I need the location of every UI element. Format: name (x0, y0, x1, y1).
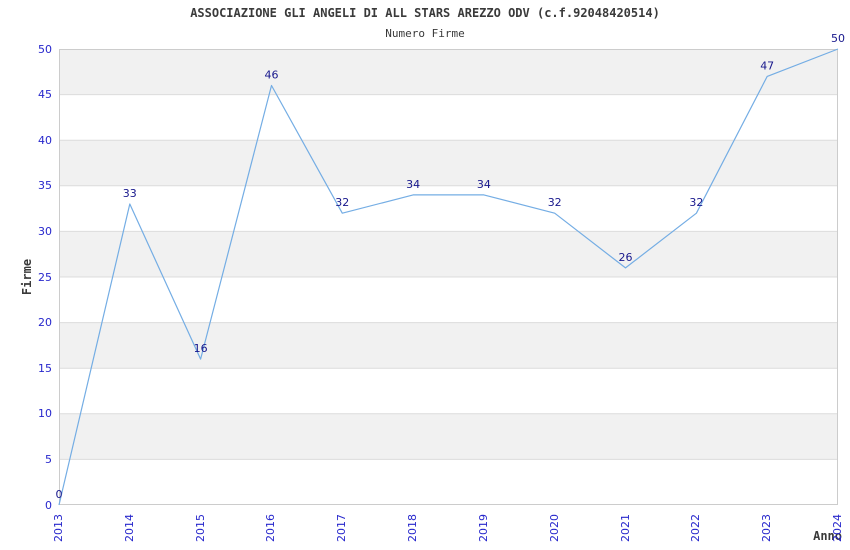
y-tick-label: 0 (45, 498, 52, 512)
y-tick-label: 45 (38, 88, 52, 102)
alternating-band (59, 413, 838, 460)
x-tick-label: 2022 (689, 514, 703, 542)
point-label: 46 (265, 69, 279, 82)
alternating-band (59, 49, 838, 95)
y-tick-label: 50 (38, 42, 52, 56)
y-tick-label: 15 (38, 361, 52, 375)
point-label: 32 (335, 196, 349, 209)
point-label: 16 (194, 342, 208, 355)
x-axis-label: Anno (813, 529, 842, 543)
point-label: 32 (689, 196, 703, 209)
alternating-band (59, 185, 838, 232)
point-label: 0 (56, 488, 63, 501)
y-tick-label: 35 (38, 179, 52, 193)
line-chart-canvas: 0 33 16 46 32 34 34 32 26 32 47 50 (56, 32, 845, 506)
alternating-band (59, 231, 838, 277)
alternating-band (59, 140, 838, 186)
series-line (58, 48, 839, 506)
x-tick-label: 2024 (831, 514, 844, 542)
x-tick-label: 2023 (760, 514, 774, 542)
y-tick-label: 5 (45, 452, 52, 466)
point-label: 34 (406, 178, 420, 191)
y-tick-label: 25 (38, 270, 52, 284)
point-label: 26 (619, 251, 633, 264)
alternating-band (59, 322, 838, 369)
x-tick-label: 2020 (547, 514, 561, 542)
alternating-band (59, 459, 838, 505)
x-tick-label: 2013 (52, 514, 65, 542)
x-tick-label: 2015 (193, 514, 207, 542)
chart-subtitle: Numero Firme (385, 27, 465, 40)
y-tick-label: 10 (38, 407, 52, 421)
x-tick-label: 2017 (335, 514, 349, 542)
point-label: 33 (123, 187, 137, 200)
point-label: 50 (831, 32, 845, 45)
point-label: 34 (477, 178, 491, 191)
y-tick-label: 20 (38, 316, 52, 330)
alternating-band (59, 277, 838, 323)
y-tick-label: 40 (38, 133, 52, 147)
x-tick-label: 2016 (264, 514, 278, 542)
x-tick-label: 2014 (122, 514, 136, 542)
point-label: 32 (548, 196, 562, 209)
x-tick-label: 2019 (476, 514, 490, 542)
x-tick-label: 2018 (406, 514, 420, 542)
plot-border (59, 49, 838, 505)
alternating-band (59, 94, 838, 141)
plot-area: 0 33 16 46 32 34 34 32 26 32 47 50 (56, 32, 845, 506)
chart-title: ASSOCIAZIONE GLI ANGELI DI ALL STARS ARE… (190, 6, 660, 20)
alternating-band (59, 368, 838, 414)
y-tick-label: 30 (38, 224, 52, 238)
x-tick-label: 2021 (618, 514, 632, 542)
point-label: 47 (760, 59, 774, 72)
